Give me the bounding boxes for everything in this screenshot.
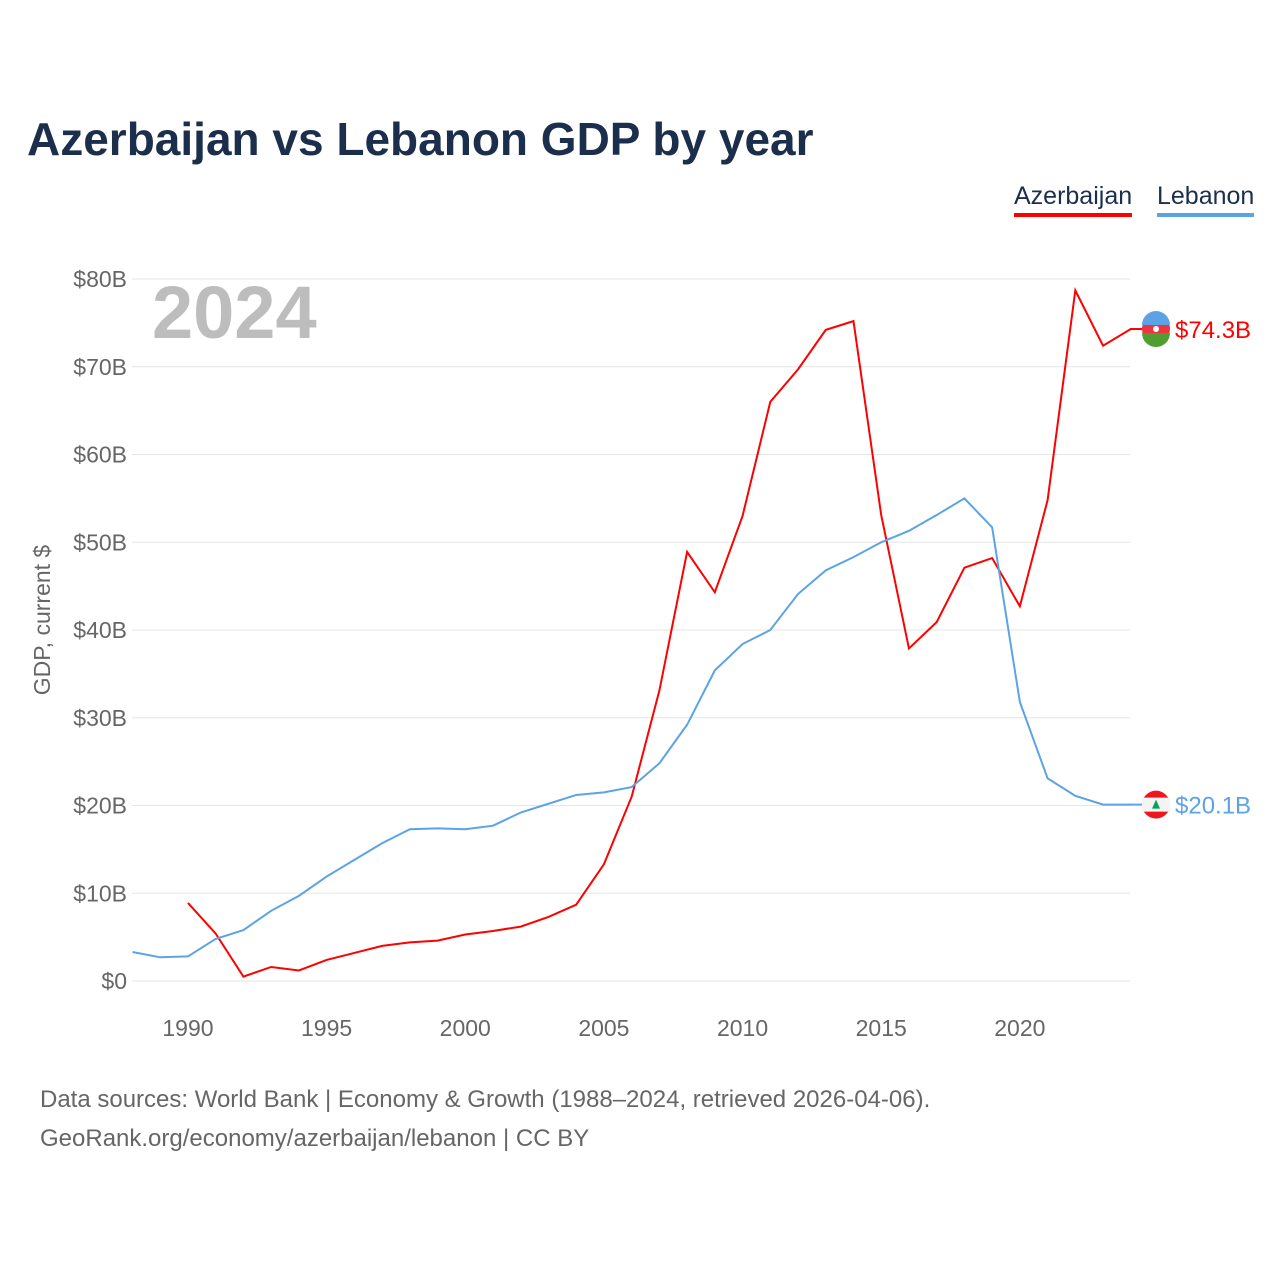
series-line-azerbaijan bbox=[187, 287, 1132, 978]
y-tick-label: $70B bbox=[73, 354, 127, 380]
end-value-label: $20.1B bbox=[1175, 793, 1251, 820]
legend-lebanon[interactable]: Lebanon bbox=[1157, 182, 1255, 217]
chart-title: Azerbaijan vs Lebanon GDP by year bbox=[27, 113, 814, 165]
x-tick-label: 1990 bbox=[162, 1015, 213, 1041]
flag-stripe bbox=[1142, 311, 1170, 326]
y-tick-label: $60B bbox=[73, 442, 127, 468]
y-tick-label: $30B bbox=[73, 705, 127, 731]
end-value-label: $74.3B bbox=[1175, 317, 1251, 344]
series-line-lebanon bbox=[132, 497, 1131, 959]
footer-sources: Data sources: World Bank | Economy & Gro… bbox=[40, 1086, 931, 1113]
y-tick-label: $20B bbox=[73, 793, 127, 819]
flag-stripe bbox=[1142, 333, 1170, 348]
flag-crescent bbox=[1153, 326, 1159, 333]
y-tick-label: $0 bbox=[101, 968, 127, 994]
x-tick-label: 2005 bbox=[578, 1015, 629, 1041]
footer-link[interactable]: GeoRank.org/economy/azerbaijan/lebanon |… bbox=[40, 1125, 590, 1152]
legend-azerbaijan[interactable]: Azerbaijan bbox=[1014, 182, 1133, 217]
y-axis-label: GDP, current $ bbox=[29, 545, 55, 696]
x-tick-label: 2010 bbox=[717, 1015, 768, 1041]
x-tick-label: 1995 bbox=[301, 1015, 352, 1041]
year-watermark: 2024 bbox=[152, 271, 317, 354]
flag-cedar bbox=[1152, 799, 1160, 809]
x-tick-label: 2000 bbox=[440, 1015, 491, 1041]
x-tick-label: 2015 bbox=[856, 1015, 907, 1041]
y-tick-label: $40B bbox=[73, 617, 127, 643]
y-tick-label: $10B bbox=[73, 880, 127, 906]
y-tick-label: $80B bbox=[73, 266, 127, 292]
y-tick-label: $50B bbox=[73, 529, 127, 555]
x-tick-label: 2020 bbox=[994, 1015, 1045, 1041]
